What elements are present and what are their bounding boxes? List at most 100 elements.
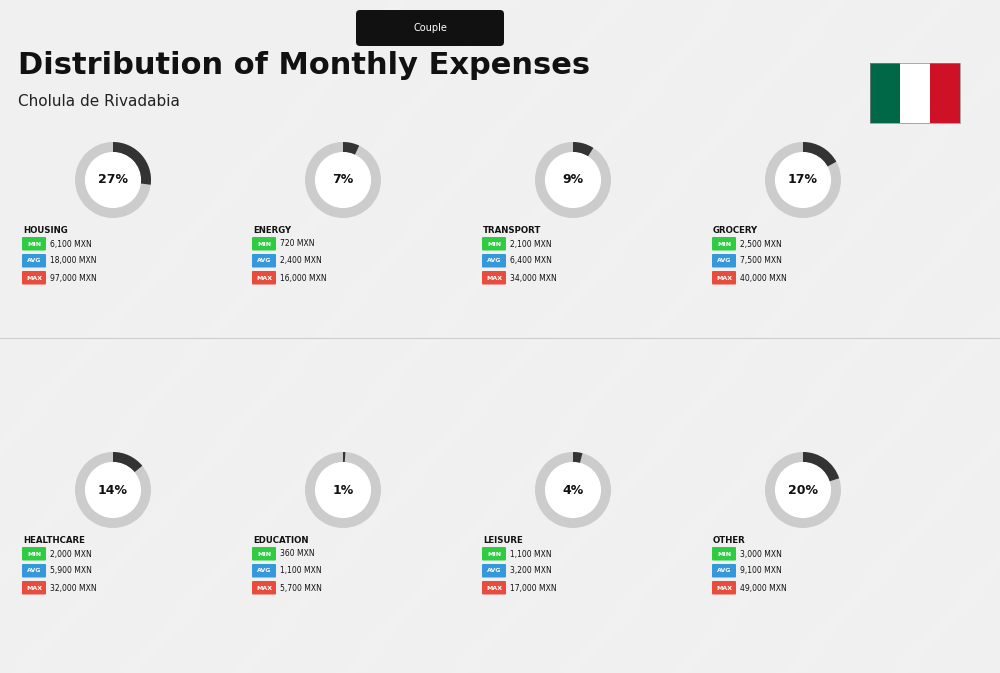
Wedge shape bbox=[343, 142, 359, 155]
Text: Cholula de Rivadabia: Cholula de Rivadabia bbox=[18, 94, 180, 108]
FancyBboxPatch shape bbox=[22, 581, 46, 594]
Circle shape bbox=[776, 153, 830, 207]
Text: Distribution of Monthly Expenses: Distribution of Monthly Expenses bbox=[18, 50, 590, 79]
FancyBboxPatch shape bbox=[252, 237, 276, 250]
Text: OTHER: OTHER bbox=[713, 536, 746, 545]
Text: 97,000 MXN: 97,000 MXN bbox=[50, 273, 97, 283]
Circle shape bbox=[86, 153, 140, 207]
Text: MIN: MIN bbox=[717, 242, 731, 246]
Circle shape bbox=[546, 462, 600, 518]
Text: 1,100 MXN: 1,100 MXN bbox=[280, 567, 322, 575]
Text: MAX: MAX bbox=[256, 586, 272, 590]
FancyBboxPatch shape bbox=[22, 271, 46, 285]
Text: MIN: MIN bbox=[257, 551, 271, 557]
Text: AVG: AVG bbox=[27, 258, 41, 264]
Text: 5,900 MXN: 5,900 MXN bbox=[50, 567, 92, 575]
Text: 34,000 MXN: 34,000 MXN bbox=[510, 273, 557, 283]
FancyBboxPatch shape bbox=[482, 581, 506, 594]
Text: MAX: MAX bbox=[26, 275, 42, 281]
Text: 720 MXN: 720 MXN bbox=[280, 240, 314, 248]
Text: AVG: AVG bbox=[717, 258, 731, 264]
Text: 2,100 MXN: 2,100 MXN bbox=[510, 240, 552, 248]
Text: MIN: MIN bbox=[487, 242, 501, 246]
FancyBboxPatch shape bbox=[356, 10, 504, 46]
Wedge shape bbox=[573, 452, 582, 464]
FancyBboxPatch shape bbox=[712, 564, 736, 577]
Text: 16,000 MXN: 16,000 MXN bbox=[280, 273, 327, 283]
Text: 5,700 MXN: 5,700 MXN bbox=[280, 583, 322, 592]
Wedge shape bbox=[75, 452, 151, 528]
Wedge shape bbox=[343, 452, 345, 463]
Text: 360 MXN: 360 MXN bbox=[280, 549, 315, 559]
Text: 40,000 MXN: 40,000 MXN bbox=[740, 273, 787, 283]
FancyBboxPatch shape bbox=[900, 63, 930, 123]
Circle shape bbox=[86, 462, 140, 518]
Text: GROCERY: GROCERY bbox=[713, 226, 758, 235]
Text: HOUSING: HOUSING bbox=[23, 226, 68, 235]
Text: 9,100 MXN: 9,100 MXN bbox=[740, 567, 782, 575]
Wedge shape bbox=[535, 142, 611, 218]
FancyBboxPatch shape bbox=[252, 564, 276, 577]
Wedge shape bbox=[305, 452, 381, 528]
FancyBboxPatch shape bbox=[712, 581, 736, 594]
Text: MAX: MAX bbox=[716, 275, 732, 281]
Text: 6,400 MXN: 6,400 MXN bbox=[510, 256, 552, 266]
Text: MAX: MAX bbox=[716, 586, 732, 590]
Text: AVG: AVG bbox=[487, 569, 501, 573]
Circle shape bbox=[776, 462, 830, 518]
FancyBboxPatch shape bbox=[252, 271, 276, 285]
Text: AVG: AVG bbox=[487, 258, 501, 264]
Wedge shape bbox=[803, 452, 839, 482]
Text: 27%: 27% bbox=[98, 174, 128, 186]
FancyBboxPatch shape bbox=[252, 254, 276, 267]
Text: AVG: AVG bbox=[27, 569, 41, 573]
Text: 32,000 MXN: 32,000 MXN bbox=[50, 583, 97, 592]
Text: MIN: MIN bbox=[257, 242, 271, 246]
FancyBboxPatch shape bbox=[252, 581, 276, 594]
Text: 9%: 9% bbox=[562, 174, 584, 186]
Text: MIN: MIN bbox=[717, 551, 731, 557]
Text: 20%: 20% bbox=[788, 483, 818, 497]
Text: AVG: AVG bbox=[717, 569, 731, 573]
FancyBboxPatch shape bbox=[22, 254, 46, 267]
FancyBboxPatch shape bbox=[930, 63, 960, 123]
Text: 2,400 MXN: 2,400 MXN bbox=[280, 256, 322, 266]
Text: 4%: 4% bbox=[562, 483, 584, 497]
FancyBboxPatch shape bbox=[482, 237, 506, 250]
FancyBboxPatch shape bbox=[870, 63, 900, 123]
Circle shape bbox=[546, 153, 600, 207]
Text: MAX: MAX bbox=[256, 275, 272, 281]
Text: 7%: 7% bbox=[332, 174, 354, 186]
Wedge shape bbox=[113, 142, 151, 185]
Wedge shape bbox=[113, 452, 142, 472]
FancyBboxPatch shape bbox=[252, 547, 276, 561]
FancyBboxPatch shape bbox=[482, 547, 506, 561]
FancyBboxPatch shape bbox=[22, 237, 46, 250]
Wedge shape bbox=[765, 142, 841, 218]
Text: 17%: 17% bbox=[788, 174, 818, 186]
Text: 2,500 MXN: 2,500 MXN bbox=[740, 240, 782, 248]
Text: Couple: Couple bbox=[413, 23, 447, 33]
Text: 3,000 MXN: 3,000 MXN bbox=[740, 549, 782, 559]
FancyBboxPatch shape bbox=[482, 271, 506, 285]
FancyBboxPatch shape bbox=[482, 564, 506, 577]
Wedge shape bbox=[803, 142, 836, 167]
Text: EDUCATION: EDUCATION bbox=[253, 536, 308, 545]
Text: MIN: MIN bbox=[487, 551, 501, 557]
Wedge shape bbox=[75, 142, 151, 218]
FancyBboxPatch shape bbox=[712, 237, 736, 250]
Text: AVG: AVG bbox=[257, 258, 271, 264]
Text: 17,000 MXN: 17,000 MXN bbox=[510, 583, 557, 592]
Wedge shape bbox=[765, 452, 841, 528]
Text: AVG: AVG bbox=[257, 569, 271, 573]
FancyBboxPatch shape bbox=[712, 547, 736, 561]
Text: LEISURE: LEISURE bbox=[483, 536, 523, 545]
Text: ENERGY: ENERGY bbox=[253, 226, 291, 235]
Wedge shape bbox=[305, 142, 381, 218]
Text: 49,000 MXN: 49,000 MXN bbox=[740, 583, 787, 592]
FancyBboxPatch shape bbox=[22, 564, 46, 577]
Text: 7,500 MXN: 7,500 MXN bbox=[740, 256, 782, 266]
Text: 2,000 MXN: 2,000 MXN bbox=[50, 549, 92, 559]
FancyBboxPatch shape bbox=[22, 547, 46, 561]
FancyBboxPatch shape bbox=[712, 271, 736, 285]
